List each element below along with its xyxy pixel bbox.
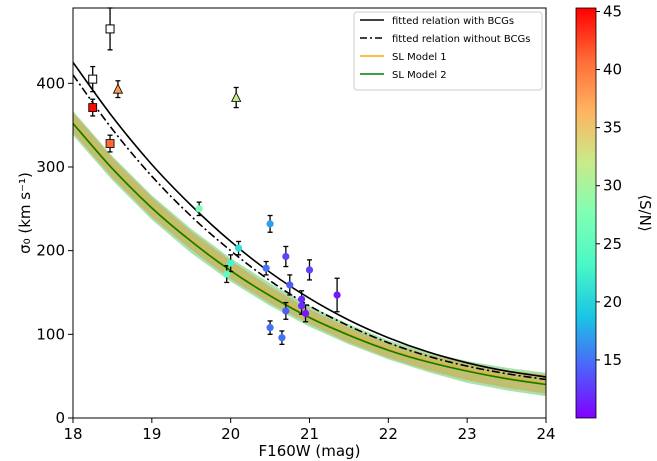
data-point-circle: [333, 291, 341, 299]
x-axis-label: F160W (mag): [259, 442, 361, 460]
data-point-circle: [298, 302, 306, 310]
data-point-circle: [223, 270, 231, 278]
data-points: [88, 24, 341, 342]
data-point-circle: [234, 244, 243, 252]
y-tick-label: 100: [36, 325, 65, 343]
colorbar-label: ⟨S/N⟩: [636, 194, 654, 232]
legend-box: [353, 11, 543, 91]
confidence-bands: [73, 110, 546, 397]
x-tick-label: 22: [379, 425, 398, 443]
data-point-circle: [227, 259, 235, 267]
data-point-circle: [266, 220, 274, 228]
x-tick-label: 21: [300, 425, 319, 443]
legend-label: SL Model 1: [392, 52, 447, 63]
fitted-relation-with-bcgs-line: [73, 61, 546, 378]
x-tick-label: 19: [142, 425, 161, 443]
data-point-square: [105, 139, 115, 148]
legend-label: SL Model 2: [392, 70, 447, 81]
y-tick-label: 200: [36, 242, 65, 260]
colorbar-tick-label: 20: [603, 293, 622, 311]
x-tick-label: 20: [221, 425, 240, 443]
y-tick-label: 300: [36, 158, 65, 176]
data-point-circle: [301, 309, 310, 318]
relation-lines: [73, 61, 546, 386]
data-point-triangle: [112, 83, 124, 94]
sl-model-2-band: [73, 110, 546, 397]
colorbar-tick-label: 35: [603, 119, 622, 137]
data-point-circle: [286, 281, 294, 289]
y-axis: 0 100 200 300 400: [36, 74, 73, 427]
x-tick-label: 18: [63, 425, 82, 443]
sl-model-2-line: [73, 122, 546, 386]
x-tick-label: 24: [536, 425, 555, 443]
colorbar-gradient: [575, 7, 597, 419]
data-point-circle: [282, 252, 290, 261]
data-point-circle: [282, 307, 290, 315]
colorbar-tick-label: 15: [603, 351, 622, 369]
colorbar-tick-label: 25: [603, 235, 622, 253]
colorbar-tick-label: 30: [603, 177, 622, 195]
y-tick-label: 0: [55, 409, 65, 427]
x-axis: 18 19 20 21 22 23 24: [63, 418, 556, 443]
data-point-triangle: [231, 91, 242, 102]
colorbar-tick-label: 40: [603, 61, 622, 79]
data-point-circle: [298, 295, 306, 303]
sl-model-1-line: [73, 122, 546, 385]
data-point-circle: [195, 205, 203, 213]
x-tick-label: 23: [458, 425, 477, 443]
data-point-circle: [262, 264, 270, 272]
legend: fitted relation with BCGs fitted relation…: [353, 11, 543, 91]
data-point-open-square: [88, 74, 98, 84]
colorbar-tick-label: 45: [603, 2, 622, 20]
fitted-relation-without-bcgs-line: [73, 74, 546, 381]
y-axis-label: σ₀ (km s⁻¹): [16, 172, 34, 254]
data-point-circle: [278, 334, 286, 342]
data-point-circle: [305, 266, 314, 274]
data-point-square: [88, 103, 98, 112]
legend-label: fitted relation without BCGs: [392, 34, 531, 45]
colorbar: ⟨S/N⟩ 15 20 25 30 35 40 45: [575, 2, 654, 419]
y-tick-label: 400: [36, 74, 65, 92]
legend-label: fitted relation with BCGs: [392, 16, 514, 27]
data-point-circle: [266, 324, 274, 332]
data-point-open-square: [105, 24, 115, 34]
